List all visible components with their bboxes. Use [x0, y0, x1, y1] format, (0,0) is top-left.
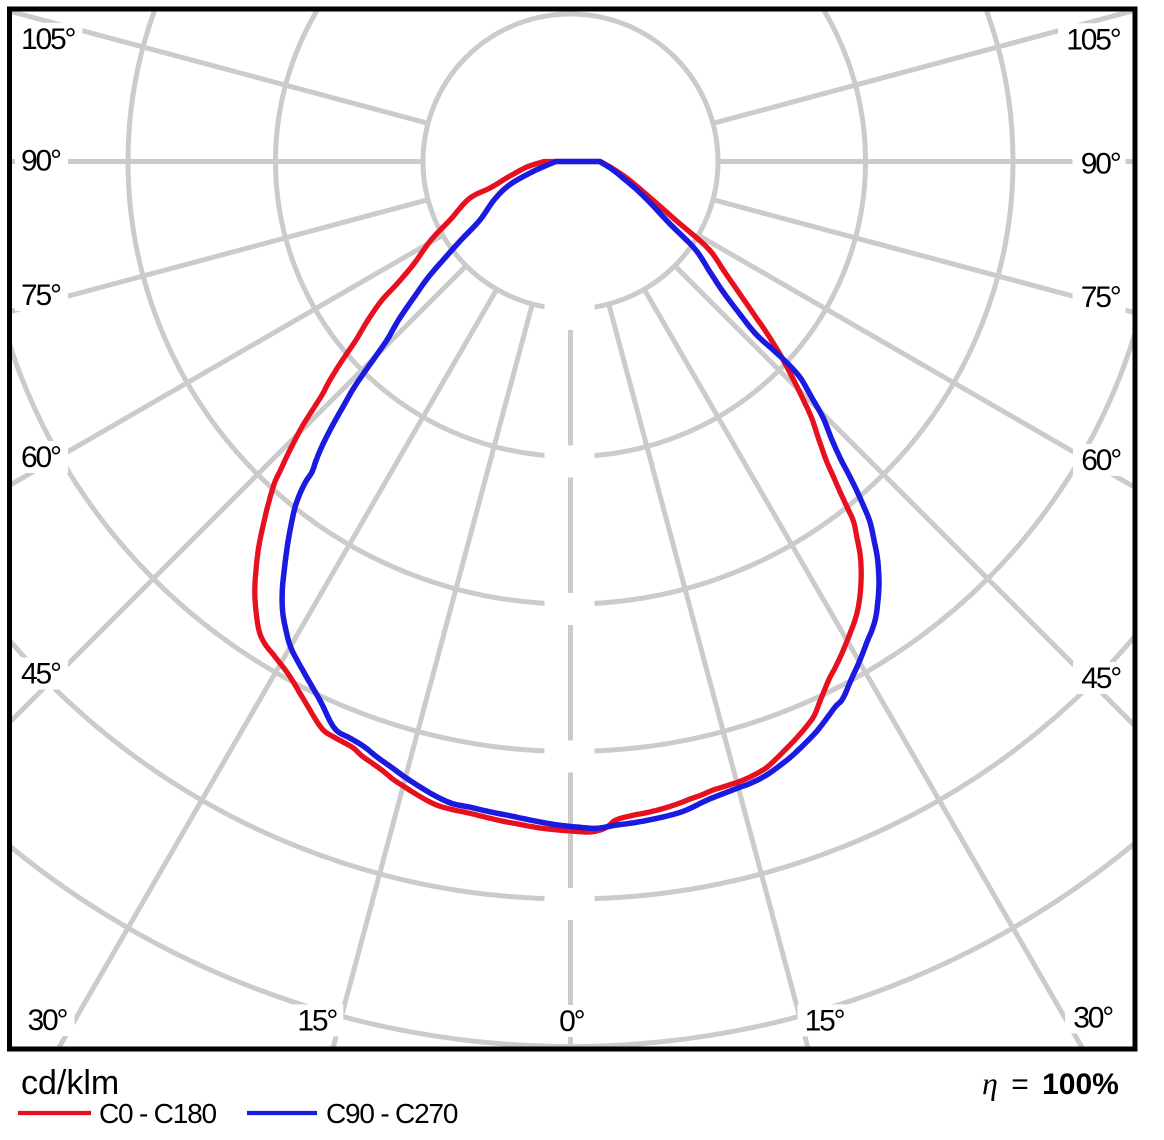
svg-text:30°: 30° — [28, 1004, 68, 1037]
svg-text:60°: 60° — [1081, 444, 1121, 477]
svg-text:η = 100%: η = 100% — [982, 1065, 1119, 1101]
svg-text:C90 - C270: C90 - C270 — [326, 1098, 458, 1129]
svg-text:75°: 75° — [21, 279, 61, 312]
svg-text:90°: 90° — [21, 145, 61, 178]
svg-text:45°: 45° — [21, 658, 61, 691]
svg-text:15°: 15° — [297, 1004, 337, 1037]
svg-text:45°: 45° — [1081, 662, 1121, 695]
svg-text:C0 - C180: C0 - C180 — [99, 1098, 216, 1129]
svg-text:60°: 60° — [21, 441, 61, 474]
svg-text:105°: 105° — [1066, 23, 1120, 56]
svg-text:0°: 0° — [559, 1005, 584, 1038]
svg-text:15°: 15° — [805, 1005, 845, 1038]
svg-text:30°: 30° — [1073, 1002, 1113, 1035]
svg-text:75°: 75° — [1081, 281, 1121, 314]
svg-text:cd/klm: cd/klm — [21, 1064, 119, 1102]
svg-text:90°: 90° — [1081, 148, 1121, 181]
svg-text:105°: 105° — [21, 23, 75, 56]
